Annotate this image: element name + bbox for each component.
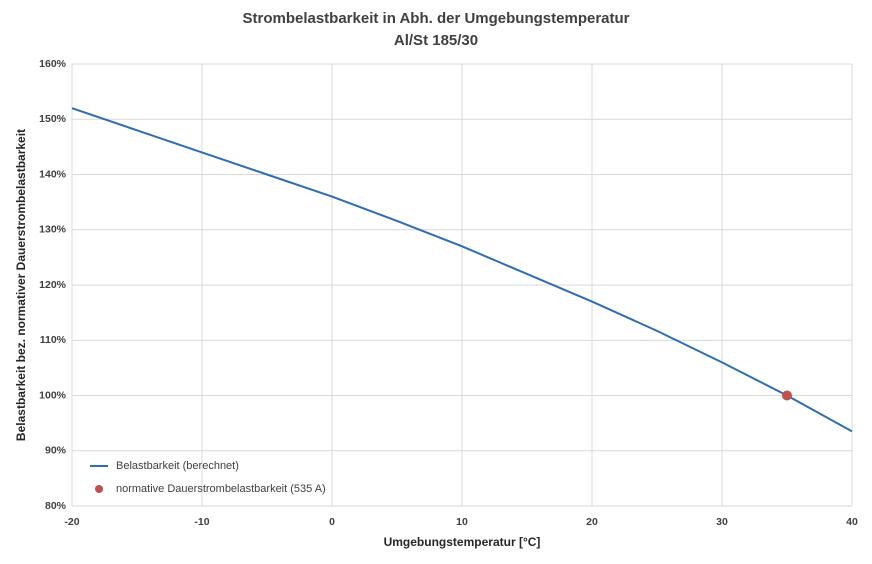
y-tick-label: 160% xyxy=(39,58,67,70)
y-tick-label: 110% xyxy=(40,334,67,346)
y-tick-label: 120% xyxy=(39,279,67,291)
data-point xyxy=(782,390,792,401)
x-tick-label: -20 xyxy=(64,516,79,528)
y-tick-label: 140% xyxy=(39,168,67,180)
y-axis-title: Belastbarkeit bez. normativer Dauerstrom… xyxy=(14,129,28,441)
legend-label: Belastbarkeit (berechnet) xyxy=(116,460,239,472)
chart-subtitle: Al/St 185/30 xyxy=(394,32,478,49)
y-tick-label: 150% xyxy=(39,113,67,125)
y-tick-label: 90% xyxy=(45,445,67,457)
legend-label: normative Dauerstrombelastbarkeit (535 A… xyxy=(116,483,326,495)
data-line xyxy=(71,107,853,433)
y-tick-label: 80% xyxy=(45,500,67,512)
x-axis-title: Umgebungstemperatur [°C] xyxy=(384,535,541,549)
legend-swatch xyxy=(95,485,103,493)
x-tick-label: 20 xyxy=(586,516,598,528)
x-tick-label: 10 xyxy=(456,516,468,528)
y-tick-label: 100% xyxy=(39,389,67,401)
chart-title: Strombelastbarkeit in Abh. der Umgebungs… xyxy=(242,10,629,27)
y-tick-label: 130% xyxy=(39,224,67,236)
x-tick-label: -10 xyxy=(194,516,209,528)
x-tick-label: 0 xyxy=(329,516,335,528)
x-tick-label: 30 xyxy=(716,516,728,528)
x-tick-label: 40 xyxy=(846,516,858,528)
